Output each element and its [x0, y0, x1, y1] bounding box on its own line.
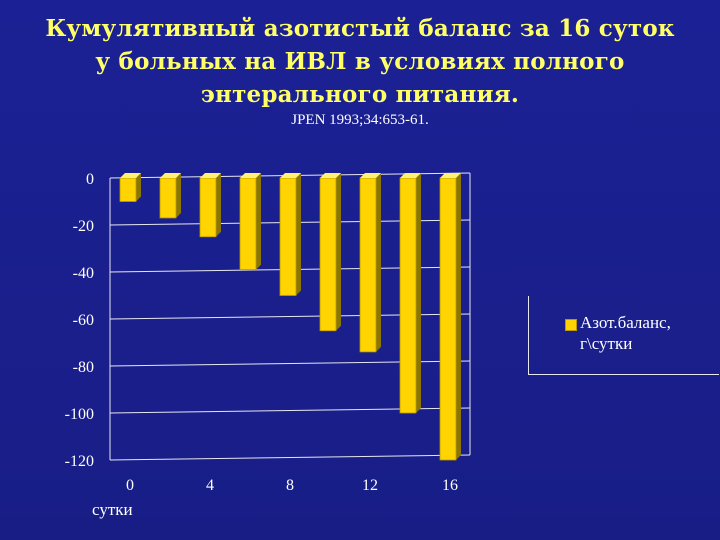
y-tick-label: -80 [73, 359, 94, 376]
source-citation: JPEN 1993;34:653-61. [291, 112, 429, 128]
bar-12 [359, 173, 381, 353]
x-tick-label: 4 [206, 477, 214, 494]
bar-0 [119, 173, 141, 202]
y-tick-label: -20 [73, 218, 94, 235]
bar-16 [439, 173, 461, 461]
x-tick-label: 16 [442, 477, 458, 494]
bar-4 [199, 173, 221, 238]
legend-swatch [565, 319, 577, 331]
y-axis-ticks: 0 -20 -40 -60 -80 -100 -120 [65, 171, 94, 470]
x-axis-ticks: 0 4 8 12 16 [126, 477, 458, 494]
chart-bars [119, 173, 461, 461]
bar-6 [239, 173, 261, 271]
y-tick-label: -60 [73, 312, 94, 329]
bar-14 [399, 173, 421, 414]
slide-title: Кумулятивный азотистый баланс за 16 суто… [45, 15, 675, 108]
x-axis-label: сутки [92, 500, 133, 519]
y-tick-label: -120 [65, 453, 94, 470]
y-tick-label: 0 [86, 171, 94, 188]
x-tick-label: 0 [126, 477, 134, 494]
legend-label: Азот.баланс, г\сутки [580, 313, 671, 353]
y-tick-label: -40 [73, 265, 94, 282]
bar-8 [279, 173, 301, 296]
y-tick-label: -100 [65, 406, 94, 423]
legend-frame [528, 296, 719, 375]
gridline-6 [109, 454, 471, 461]
bar-10 [319, 173, 341, 332]
x-tick-label: 12 [362, 477, 378, 494]
x-tick-label: 8 [286, 477, 294, 494]
bar-2 [159, 173, 181, 219]
